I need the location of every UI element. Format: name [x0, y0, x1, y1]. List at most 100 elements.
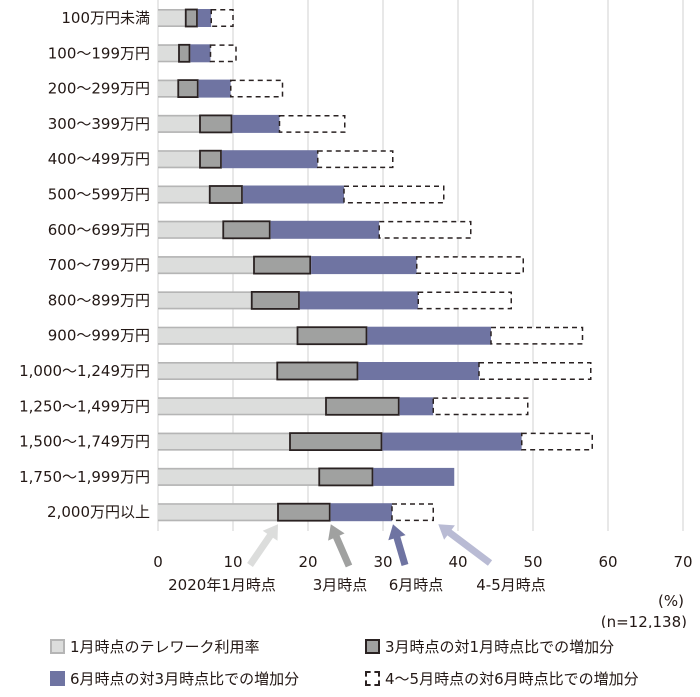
bar-segment-jun — [299, 291, 419, 310]
bar-segment-jun — [330, 503, 392, 522]
category-label: 2,000万円以上 — [47, 503, 150, 521]
category-labels: 100万円未満 100～199万円 200～299万円 300～399万円 400～49… — [19, 9, 150, 521]
legend-swatch-jan — [50, 639, 65, 654]
annotation-label-jan: 2020年1月時点 — [168, 576, 276, 594]
annotation-arrow-jun — [388, 524, 409, 566]
bar-rect — [199, 114, 233, 134]
bar-segment-jan — [158, 44, 179, 63]
bar-fill — [158, 467, 320, 486]
bar-segment-aprmay — [230, 79, 284, 98]
bar-segment-jun — [399, 397, 434, 416]
bar-rect — [490, 326, 584, 345]
category-label: 600～699万円 — [48, 221, 150, 239]
bar-segment-mar — [253, 255, 312, 275]
x-tick-label: 10 — [223, 553, 242, 571]
bar-fill — [158, 150, 200, 169]
bar-rect — [230, 79, 284, 98]
stacked-bar-chart: 100万円未満 100～199万円 200～299万円 300～399万円 400～49… — [19, 0, 693, 628]
legend-swatch-mar — [365, 639, 380, 654]
bar-segment-jan — [158, 114, 200, 133]
bar-rect — [296, 326, 368, 346]
bar-rect — [184, 8, 198, 28]
legend-label-jan: 1月時点のテレワーク利用率 — [70, 638, 260, 656]
bar-rect — [210, 9, 234, 27]
bar-segment-jan — [158, 326, 298, 345]
bar-rect — [190, 44, 211, 63]
bar-segment-mar — [184, 8, 198, 28]
category-label: 900～999万円 — [48, 327, 150, 345]
legend-item-jan: 1月時点のテレワーク利用率 — [50, 636, 260, 657]
bar-rect — [177, 79, 199, 98]
legend-swatch-aprmay — [365, 671, 380, 686]
bar-segment-jun — [198, 79, 231, 98]
bar-rect — [208, 185, 243, 204]
category-label: 1,750～1,999万円 — [19, 468, 150, 486]
bar-rect — [197, 9, 212, 27]
bar-rect — [358, 362, 479, 380]
bar-segment-mar — [276, 361, 359, 381]
bar-segment-mar — [325, 396, 400, 416]
bar-segment-mar — [289, 432, 383, 452]
bar-rect — [378, 220, 472, 239]
bar-segment-jun — [367, 326, 491, 345]
category-label: 300～399万円 — [48, 115, 150, 133]
bar-rect — [250, 290, 300, 310]
bar-rect — [432, 397, 529, 416]
legend-swatch-jun — [50, 671, 65, 686]
annotation-arrow-aprmay — [438, 524, 493, 566]
bar-fill — [158, 256, 254, 275]
category-label: 1,250～1,499万円 — [19, 397, 150, 415]
bar-fill — [158, 220, 224, 239]
unit-label: (%) — [658, 592, 684, 610]
bar-segment-aprmay — [416, 256, 524, 275]
bar-segment-jan — [158, 256, 254, 275]
bar-segment-mar — [178, 43, 191, 63]
bar-rect — [178, 43, 191, 63]
bar-rect — [318, 467, 374, 487]
x-tick-label: 30 — [373, 553, 392, 571]
bar-fill — [158, 326, 298, 345]
bar-rect — [242, 185, 344, 204]
bar-rect — [199, 149, 222, 169]
bar-rect — [311, 256, 417, 275]
category-label: 500～599万円 — [48, 186, 150, 204]
legend-item-jun: 6月時点の対3月時点比での増加分 — [50, 668, 299, 689]
x-axis-ticks: 0 10 20 30 40 50 60 70 — [153, 553, 692, 571]
bar-fill — [158, 114, 200, 133]
bar-rect — [317, 150, 394, 169]
annotation-label-aprmay: 4-5月時点 — [476, 576, 546, 594]
bar-segment-mar — [222, 220, 271, 240]
bar-rect — [373, 467, 455, 486]
legend-label-aprmay: 4～5月時点の対6月時点比での増加分 — [385, 670, 639, 688]
bar-rect — [343, 185, 445, 204]
bar-segment-jun — [373, 467, 455, 486]
bar-segment-jun — [232, 114, 280, 133]
bar-fill — [158, 44, 179, 63]
bar-rect — [325, 396, 400, 416]
bar-segment-mar — [208, 185, 243, 204]
bar-segment-jan — [158, 220, 224, 239]
bar-rect — [253, 255, 312, 275]
category-label: 200～299万円 — [48, 80, 150, 98]
bar-segment-jan — [158, 467, 320, 486]
bar-segment-jan — [158, 291, 252, 310]
bar-fill — [158, 79, 179, 98]
bar-segment-jan — [158, 397, 326, 416]
bar-series — [158, 8, 593, 522]
bar-segment-jan — [158, 79, 179, 98]
bar-segment-aprmay — [417, 291, 512, 310]
category-label: 1,500～1,749万円 — [19, 433, 150, 451]
bar-fill — [158, 432, 290, 451]
bar-rect — [521, 432, 593, 451]
bar-rect — [278, 114, 346, 133]
bar-segment-jan — [158, 185, 210, 204]
bar-fill — [158, 291, 252, 310]
bar-segment-aprmay — [210, 9, 234, 27]
bar-fill — [158, 362, 278, 380]
bar-segment-jun — [190, 44, 211, 63]
annotation-arrow-mar — [328, 524, 353, 568]
bar-rect — [391, 503, 434, 522]
category-label: 400～499万円 — [48, 150, 150, 168]
sample-size-note: (n=12,138) — [601, 613, 687, 628]
bar-segment-jan — [158, 432, 290, 451]
